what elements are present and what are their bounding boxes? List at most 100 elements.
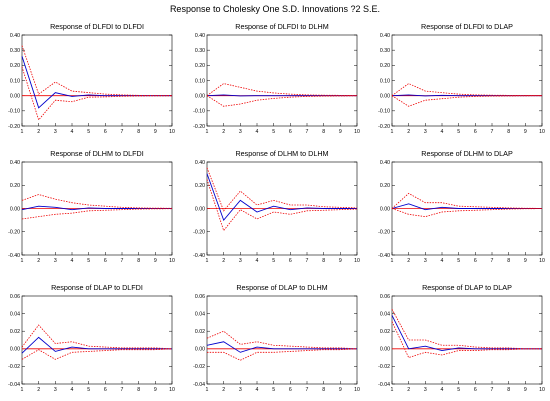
y-tick-label: 0.30 <box>380 48 390 54</box>
band-upper-line <box>391 83 543 97</box>
irf-panel-5: Response of DLHM to DLHM -0.40 -0.20 0.00 0.… <box>193 149 360 264</box>
x-tick-label: 5 <box>457 129 460 135</box>
response-line <box>206 341 357 353</box>
x-tick-label: 5 <box>457 258 460 264</box>
y-tick-label: 0.06 <box>380 294 390 300</box>
x-tick-label: 6 <box>474 129 477 135</box>
band-upper-line <box>206 167 358 212</box>
y-tick-label: 0.20 <box>10 63 20 69</box>
x-tick-label: 2 <box>222 258 225 264</box>
x-tick-label: 7 <box>306 258 309 264</box>
y-tick-label: 0.40 <box>195 160 205 166</box>
x-tick-label: 6 <box>104 258 107 264</box>
x-tick-label: 10 <box>354 258 360 264</box>
y-tick-label: 0.00 <box>195 347 205 353</box>
y-tick-label: -0.20 <box>378 230 390 236</box>
x-tick-label: 5 <box>457 387 460 393</box>
y-tick-label: 0.06 <box>195 294 205 300</box>
x-tick-label: 5 <box>87 129 90 135</box>
band-lower-line <box>391 321 542 359</box>
plot-frame <box>206 34 358 127</box>
panel-title: Response of DLHM to DLHM <box>235 149 328 158</box>
panel-title: Response of DLHM to DLAP <box>421 149 513 158</box>
x-tick-label: 6 <box>474 258 477 264</box>
x-tick-label: 8 <box>322 258 325 264</box>
irf-panel-2: Response of DLFDI to DLHM -0.20 -0.10 0.00 0… <box>193 22 360 135</box>
x-tick-label: 9 <box>154 129 157 135</box>
x-tick-label: 1 <box>21 129 24 135</box>
response-line <box>391 315 542 352</box>
band-upper-line <box>21 324 173 350</box>
x-tick-label: 7 <box>121 258 124 264</box>
band-upper-line <box>206 83 358 96</box>
y-tick-label: 0.00 <box>10 206 20 212</box>
y-tick-label: 0.40 <box>10 160 20 166</box>
y-tick-label: 0.20 <box>10 183 20 189</box>
y-tick-label: 0.00 <box>195 93 205 99</box>
x-tick-label: 3 <box>239 387 242 393</box>
band-lower-line <box>21 66 172 121</box>
y-tick-label: -0.04 <box>378 382 390 388</box>
x-tick-label: 8 <box>507 258 510 264</box>
y-tick-label: 0.04 <box>10 311 20 317</box>
x-tick-label: 6 <box>474 387 477 393</box>
y-tick-label: 0.20 <box>195 63 205 69</box>
x-tick-label: 7 <box>306 129 309 135</box>
x-tick-label: 10 <box>169 387 175 393</box>
panel-title: Response of DLFDI to DLHM <box>235 22 328 31</box>
x-tick-label: 2 <box>37 258 40 264</box>
x-tick-label: 5 <box>272 258 275 264</box>
x-tick-label: 5 <box>272 129 275 135</box>
y-tick-label: 0.00 <box>10 347 20 353</box>
x-tick-label: 9 <box>154 258 157 264</box>
x-tick-label: 2 <box>37 387 40 393</box>
irf-panel-1: Response of DLFDI to DLFDI -0.20 -0.10 0.00… <box>8 22 175 135</box>
x-tick-label: 7 <box>491 129 494 135</box>
irf-panel-6: Response of DLHM to DLAP -0.40 -0.20 0.00 0.… <box>378 149 545 264</box>
x-tick-label: 7 <box>121 387 124 393</box>
y-tick-label: 0.00 <box>380 93 390 99</box>
y-tick-label: 0.10 <box>10 78 20 84</box>
band-upper-line <box>206 330 358 350</box>
x-tick-label: 4 <box>256 129 259 135</box>
panel-title: Response of DLAP to DLAP <box>422 283 512 292</box>
x-tick-label: 10 <box>169 258 175 264</box>
x-tick-label: 6 <box>104 387 107 393</box>
x-tick-label: 8 <box>137 387 140 393</box>
plot-frame <box>206 295 358 385</box>
x-tick-label: 1 <box>391 129 394 135</box>
x-tick-label: 2 <box>407 387 410 393</box>
y-tick-label: 0.04 <box>380 311 390 317</box>
band-lower-line <box>207 348 358 361</box>
plot-frame <box>21 295 173 385</box>
band-lower-line <box>21 348 173 360</box>
y-tick-label: -0.20 <box>193 230 205 236</box>
x-tick-label: 3 <box>239 129 242 135</box>
panel-title: Response of DLAP to DLFDI <box>51 283 143 292</box>
band-upper-line <box>21 194 173 209</box>
x-tick-label: 8 <box>322 387 325 393</box>
x-tick-label: 2 <box>37 129 40 135</box>
x-tick-label: 7 <box>491 387 494 393</box>
y-tick-label: 0.00 <box>380 206 390 212</box>
x-tick-label: 1 <box>391 258 394 264</box>
x-tick-label: 7 <box>121 129 124 135</box>
band-upper-line <box>21 45 172 96</box>
x-tick-label: 3 <box>54 129 57 135</box>
x-tick-label: 5 <box>87 258 90 264</box>
x-tick-label: 9 <box>339 387 342 393</box>
y-tick-label: 0.10 <box>380 78 390 84</box>
response-line <box>21 205 172 211</box>
x-tick-label: 8 <box>137 258 140 264</box>
irf-panel-9: Response of DLAP to DLAP -0.04 -0.02 0.00 0.… <box>378 283 545 393</box>
y-tick-label: -0.02 <box>378 364 390 370</box>
x-tick-label: 4 <box>441 258 444 264</box>
y-tick-label: 0.40 <box>195 33 205 39</box>
band-lower-line <box>206 95 358 107</box>
y-tick-label: 0.00 <box>10 93 20 99</box>
x-tick-label: 9 <box>524 258 527 264</box>
y-tick-label: 0.04 <box>195 311 205 317</box>
panel-title: Response of DLAP to DLHM <box>236 283 327 292</box>
y-tick-label: 0.02 <box>380 329 390 335</box>
irf-panel-7: Response of DLAP to DLFDI -0.04 -0.02 0.00 0… <box>8 283 175 393</box>
